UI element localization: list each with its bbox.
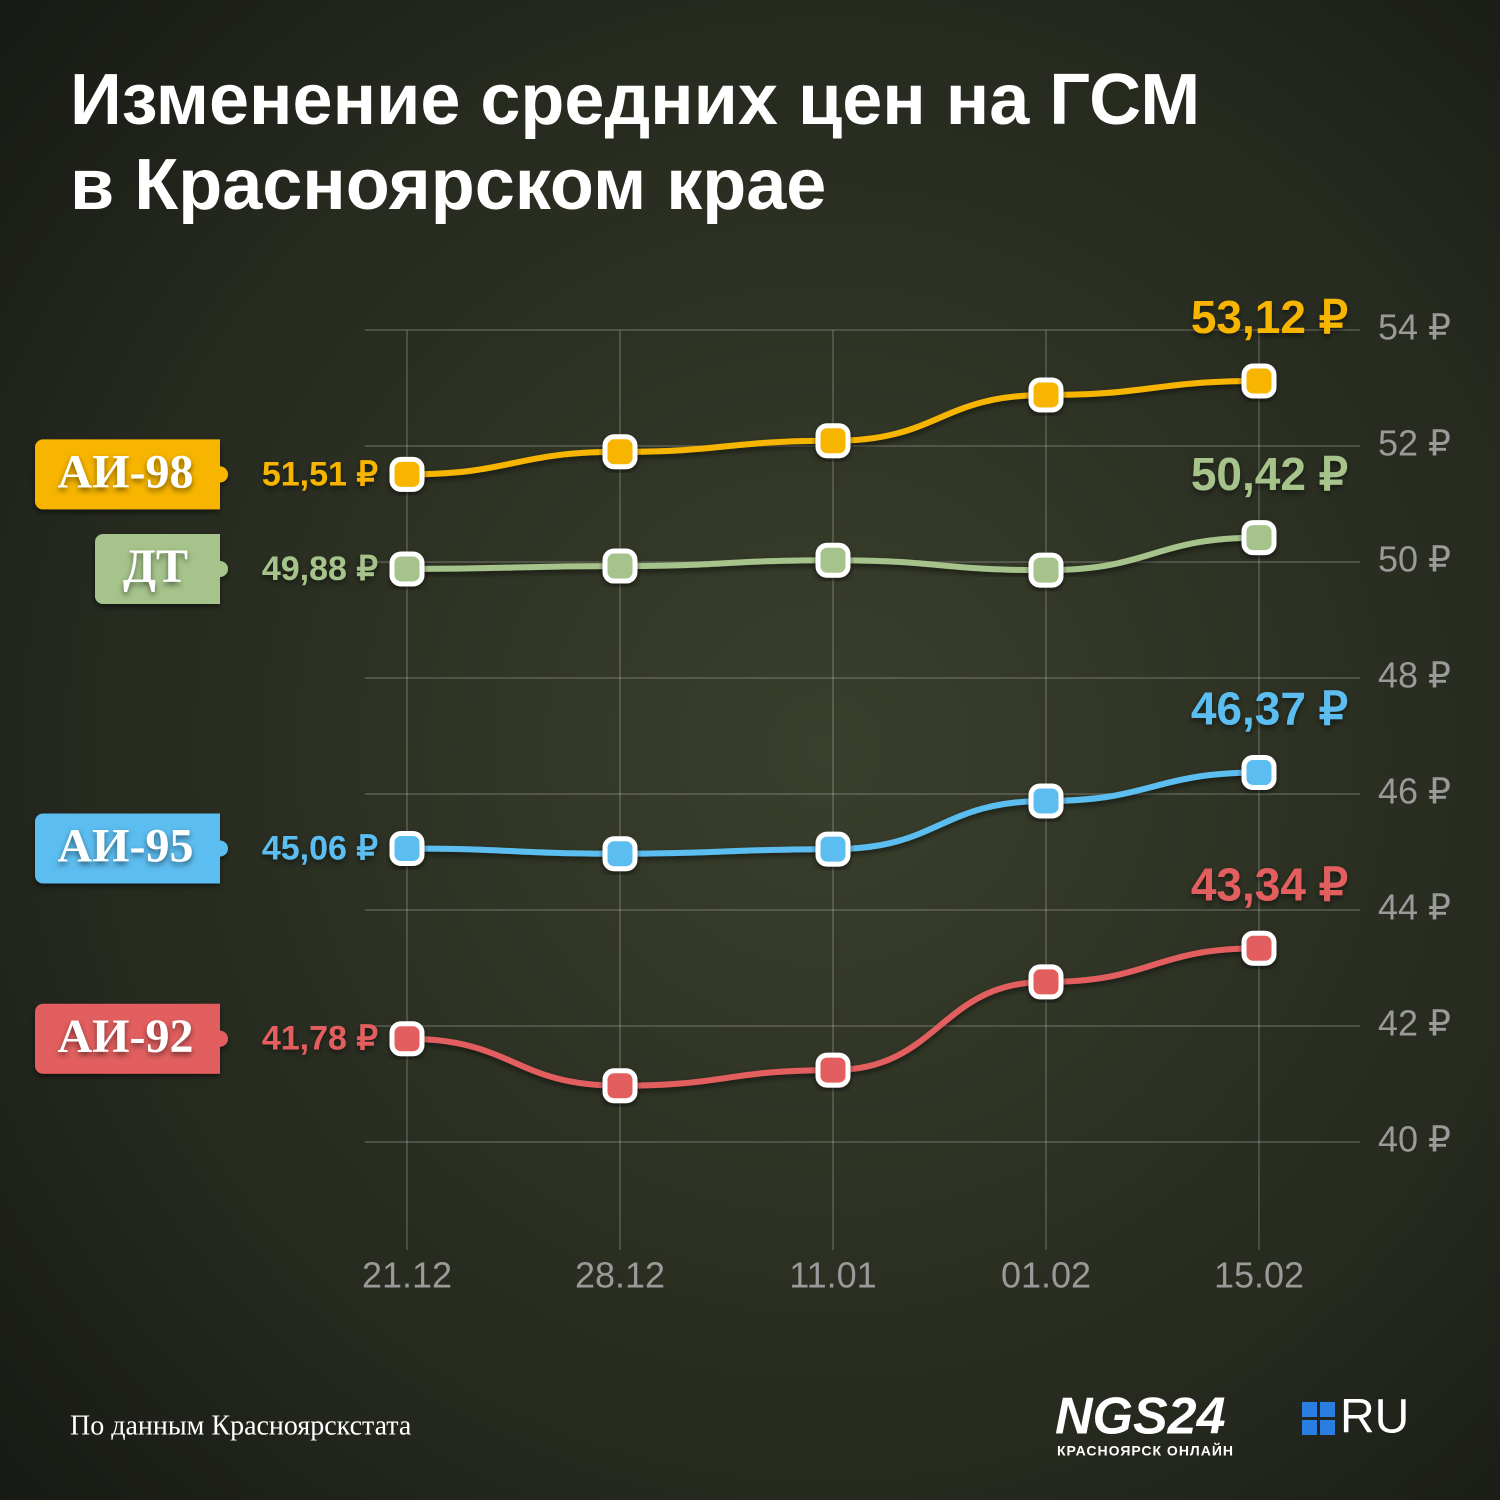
series-name: АИ-92	[58, 1010, 194, 1063]
value-label: 45,06 ₽	[262, 830, 379, 868]
value-label: 50,42 ₽	[1191, 448, 1348, 500]
point	[602, 434, 638, 470]
x-tick-label: 11.01	[789, 1255, 876, 1296]
series-tag	[95, 533, 228, 604]
series-tag	[35, 1003, 228, 1074]
y-tick-label: 52 ₽	[1378, 423, 1451, 464]
logo-square	[1320, 1420, 1335, 1435]
x-tick-label: 21.12	[362, 1255, 452, 1296]
y-tick-label: 48 ₽	[1378, 655, 1451, 696]
chart-title: в Красноярском крае	[70, 145, 826, 225]
logo-square	[1302, 1420, 1317, 1435]
x-tick-label: 01.02	[1001, 1255, 1091, 1296]
point	[815, 831, 851, 867]
point	[602, 1068, 638, 1104]
point	[389, 831, 425, 867]
y-tick-label: 40 ₽	[1378, 1119, 1451, 1160]
point	[1241, 363, 1277, 399]
point	[1241, 520, 1277, 556]
logo-tagline: КРАСНОЯРСК ОНЛАЙН	[1057, 1442, 1234, 1459]
point	[815, 423, 851, 459]
point	[389, 1021, 425, 1057]
y-tick-label: 50 ₽	[1378, 539, 1451, 580]
point	[389, 551, 425, 587]
series-tag	[35, 813, 228, 884]
y-tick-label: 42 ₽	[1378, 1003, 1451, 1044]
value-label: 51,51 ₽	[262, 455, 379, 493]
logo-name: NGS24	[1055, 1388, 1226, 1446]
x-tick-label: 28.12	[575, 1255, 665, 1296]
point	[1028, 377, 1064, 413]
series-tag	[35, 439, 228, 510]
logo-square	[1302, 1402, 1317, 1417]
source: По данным Красноярскстата	[70, 1410, 412, 1441]
logo-square	[1320, 1402, 1335, 1417]
point	[1241, 755, 1277, 791]
point	[602, 548, 638, 584]
value-label: 43,34 ₽	[1191, 858, 1348, 910]
point	[1028, 552, 1064, 588]
x-tick-label: 15.02	[1214, 1255, 1304, 1296]
point	[602, 836, 638, 872]
series-name: АИ-95	[58, 820, 194, 873]
point	[1028, 783, 1064, 819]
point	[1028, 964, 1064, 1000]
chart-title: Изменение средних цен на ГСМ	[70, 60, 1200, 140]
value-label: 46,37 ₽	[1191, 683, 1348, 735]
point	[815, 1052, 851, 1088]
logo-domain: RU	[1340, 1391, 1409, 1444]
point	[1241, 930, 1277, 966]
y-tick-label: 54 ₽	[1378, 307, 1451, 348]
value-label: 41,78 ₽	[262, 1020, 379, 1058]
series-name: АИ-98	[58, 445, 194, 498]
value-label: 53,12 ₽	[1191, 291, 1348, 343]
y-tick-label: 44 ₽	[1378, 887, 1451, 928]
value-label: 49,88 ₽	[262, 550, 379, 588]
point	[389, 456, 425, 492]
series-name: ДТ	[123, 540, 188, 593]
y-tick-label: 46 ₽	[1378, 771, 1451, 812]
point	[815, 542, 851, 578]
